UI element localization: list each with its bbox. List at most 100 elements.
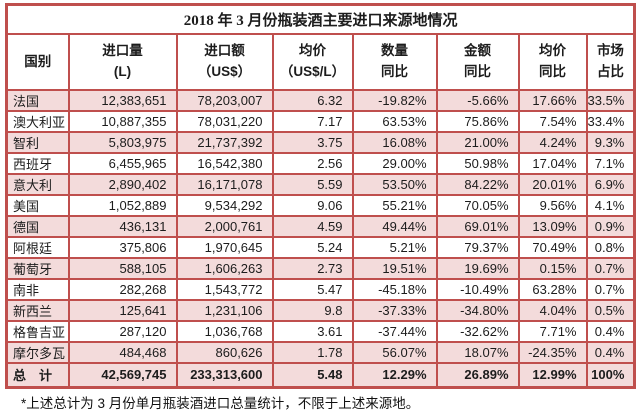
table-row: 阿根廷 375,806 1,970,645 5.24 5.21% 79.37% 70.49%…: [5, 236, 636, 259]
value-cell: 12,383,651: [67, 89, 178, 112]
value-cell: 78,031,220: [175, 110, 274, 133]
value-cell: 1,036,768: [175, 320, 274, 343]
value-cell: 16,542,380: [175, 152, 274, 175]
table-row: 格鲁吉亚 287,120 1,036,768 3.61 -37.44% -32.62% 7.…: [5, 320, 636, 343]
value-cell: 19.51%: [351, 257, 438, 280]
value-cell: -24.35%: [517, 341, 588, 364]
value-cell: 287,120: [67, 320, 178, 343]
value-cell: 5,803,975: [67, 131, 178, 154]
table-row: 澳大利亚 10,887,355 78,031,220 7.17 63.53% 75.86%…: [5, 110, 636, 133]
value-cell: -45.18%: [351, 278, 438, 301]
value-cell: 21.00%: [435, 131, 520, 154]
value-cell: 26.89%: [435, 362, 520, 388]
value-cell: 63.28%: [517, 278, 588, 301]
header-cell-country: 国别: [5, 33, 70, 91]
country-cell: 西班牙: [5, 152, 70, 175]
value-cell: 21,737,392: [175, 131, 274, 154]
value-cell: 484,468: [67, 341, 178, 364]
value-cell: 436,131: [67, 215, 178, 238]
value-cell: 10,887,355: [67, 110, 178, 133]
value-cell: 3.61: [271, 320, 354, 343]
value-cell: 2,000,761: [175, 215, 274, 238]
header-label: 国别: [24, 53, 52, 69]
value-cell: 69.01%: [435, 215, 520, 238]
import-table-container: 2018 年 3 月份瓶装酒主要进口来源地情况 国别 进口量 (L) 进口额: [5, 3, 637, 389]
value-cell: -37.33%: [351, 299, 438, 322]
value-cell: 9.56%: [517, 194, 588, 217]
value-cell: 19.69%: [435, 257, 520, 280]
value-cell: 17.66%: [517, 89, 588, 112]
footnote: *上述总计为 3 月份单月瓶装酒进口总量统计，不限于上述来源地。: [21, 396, 420, 411]
header-sublabel: 占比: [596, 64, 624, 79]
country-cell: 法国: [5, 89, 70, 112]
value-cell: 233,313,600: [175, 362, 274, 388]
value-cell: -32.62%: [435, 320, 520, 343]
value-cell: 0.8%: [585, 236, 636, 259]
value-cell: 7.1%: [585, 152, 636, 175]
value-cell: 50.98%: [435, 152, 520, 175]
value-cell: 7.71%: [517, 320, 588, 343]
header-row: 国别 进口量 (L) 进口额 （US$）: [5, 33, 636, 91]
header-label: 进口量: [102, 43, 143, 59]
value-cell: 2.56: [271, 152, 354, 175]
value-cell: 16.08%: [351, 131, 438, 154]
header-sublabel: （US$/L）: [279, 64, 346, 79]
value-cell: 6,455,965: [67, 152, 178, 175]
value-cell: 12.99%: [517, 362, 588, 388]
header-label: 金额: [464, 43, 491, 59]
value-cell: 49.44%: [351, 215, 438, 238]
value-cell: 33.4%: [585, 110, 636, 133]
table-row: 葡萄牙 588,105 1,606,263 2.73 19.51% 19.69% 0.15%…: [5, 257, 636, 280]
value-cell: 53.50%: [351, 173, 438, 196]
value-cell: 63.53%: [351, 110, 438, 133]
value-cell: 9.06: [271, 194, 354, 217]
header-cell-import-value: 进口额 （US$）: [175, 33, 274, 91]
value-cell: 18.07%: [435, 341, 520, 364]
value-cell: 588,105: [67, 257, 178, 280]
value-cell: 5.47: [271, 278, 354, 301]
header-cell-avg-price: 均价 （US$/L）: [271, 33, 354, 91]
value-cell: 375,806: [67, 236, 178, 259]
value-cell: 9,534,292: [175, 194, 274, 217]
value-cell: 13.09%: [517, 215, 588, 238]
table-row: 西班牙 6,455,965 16,542,380 2.56 29.00% 50.98% 17…: [5, 152, 636, 175]
country-cell: 美国: [5, 194, 70, 217]
header-label: 进口额: [204, 43, 245, 59]
header-label: 数量: [381, 43, 408, 59]
value-cell: 6.32: [271, 89, 354, 112]
header-cell-price-yoy: 均价 同比: [517, 33, 588, 91]
country-cell: 新西兰: [5, 299, 70, 322]
value-cell: 0.4%: [585, 341, 636, 364]
value-cell: 84.22%: [435, 173, 520, 196]
value-cell: 4.59: [271, 215, 354, 238]
value-cell: 1,606,263: [175, 257, 274, 280]
country-cell: 格鲁吉亚: [5, 320, 70, 343]
table-row: 摩尔多瓦 484,468 860,626 1.78 56.07% 18.07% -24.35…: [5, 341, 636, 364]
value-cell: -10.49%: [435, 278, 520, 301]
country-cell: 智利: [5, 131, 70, 154]
table-body: 法国 12,383,651 78,203,007 6.32 -19.82% -5.66% 1…: [5, 89, 636, 388]
value-cell: 0.7%: [585, 278, 636, 301]
value-cell: 70.05%: [435, 194, 520, 217]
value-cell: 0.15%: [517, 257, 588, 280]
value-cell: 2,890,402: [67, 173, 178, 196]
import-source-table: 2018 年 3 月份瓶装酒主要进口来源地情况 国别 进口量 (L) 进口额: [5, 3, 637, 389]
header-label: 均价: [299, 43, 326, 59]
value-cell: 7.17: [271, 110, 354, 133]
value-cell: 4.1%: [585, 194, 636, 217]
value-cell: -34.80%: [435, 299, 520, 322]
value-cell: 12.29%: [351, 362, 438, 388]
value-cell: 7.54%: [517, 110, 588, 133]
country-cell: 总 计: [5, 362, 70, 388]
value-cell: -5.66%: [435, 89, 520, 112]
header-cell-volume-yoy: 数量 同比: [351, 33, 438, 91]
page-title: 2018 年 3 月份瓶装酒主要进口来源地情况: [5, 3, 636, 35]
header-cell-import-volume: 进口量 (L): [67, 33, 178, 91]
value-cell: 0.5%: [585, 299, 636, 322]
country-cell: 南非: [5, 278, 70, 301]
country-cell: 阿根廷: [5, 236, 70, 259]
country-cell: 摩尔多瓦: [5, 341, 70, 364]
value-cell: 860,626: [175, 341, 274, 364]
value-cell: 56.07%: [351, 341, 438, 364]
value-cell: -19.82%: [351, 89, 438, 112]
